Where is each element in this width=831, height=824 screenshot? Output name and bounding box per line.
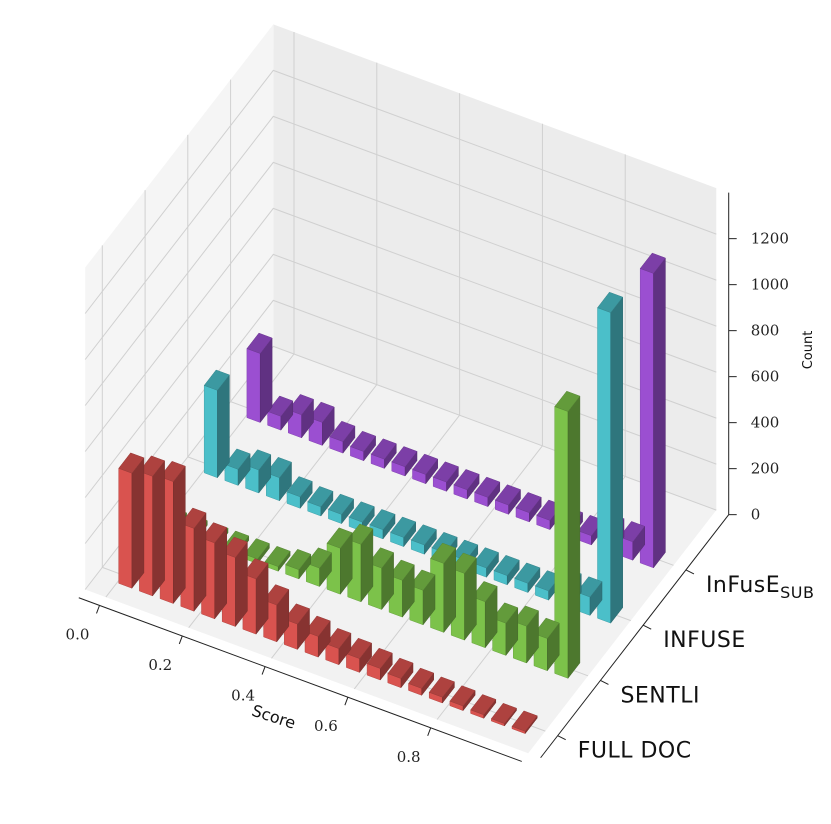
- bar-sentli-15: [471, 581, 498, 649]
- z-tick-label: 400: [751, 414, 780, 432]
- bar-full-doc-17: [470, 694, 497, 720]
- series-tick-mark: [600, 679, 609, 685]
- bar-infuse-sub-19: [639, 252, 666, 569]
- z-tick-label: 1000: [751, 276, 789, 294]
- bar-full-doc-16: [449, 685, 476, 712]
- x-tick-mark: [96, 605, 100, 614]
- bar-infuse-9: [390, 516, 417, 548]
- bar-full-doc-14: [408, 667, 435, 697]
- x-tick-label: 0.6: [314, 717, 338, 735]
- bar-infuse-13: [472, 547, 499, 578]
- bar-infuse-sub-10: [453, 469, 480, 500]
- z-gridline: [84, 161, 717, 406]
- bar-sentli-12: [409, 569, 436, 626]
- bar-infuse-3: [265, 457, 292, 502]
- x-tick-mark: [261, 666, 266, 675]
- z-tick-label: 0: [751, 506, 761, 524]
- x-axis-line: [78, 597, 522, 762]
- x-tick-label: 0.4: [231, 687, 255, 705]
- bar-sentli-7: [305, 547, 332, 588]
- bars-group: [118, 252, 666, 735]
- bar-infuse-sub-12: [494, 484, 521, 516]
- bar-full-doc-18: [490, 703, 517, 727]
- z-tick-label: 200: [751, 460, 780, 478]
- bar-infuse-7: [348, 501, 375, 533]
- bar-infuse-sub-7: [391, 446, 418, 477]
- bar-full-doc-13: [387, 657, 414, 689]
- series-tick-label: INFUSE: [663, 628, 746, 653]
- bar-full-doc-19: [511, 710, 538, 735]
- bar-infuse-sub-11: [474, 476, 501, 508]
- series-axis-line: [540, 514, 730, 759]
- x-tick-label: 0.2: [148, 656, 172, 674]
- bar-infuse-sub-8: [412, 453, 439, 485]
- x-tick-label: 0.8: [397, 748, 421, 766]
- z-gridline: [84, 207, 717, 452]
- series-tick-mark: [642, 624, 652, 630]
- bar-infuse-sub-5: [349, 430, 377, 462]
- bar-infuse-sub-3: [308, 401, 335, 447]
- bar-infuse-sub-0: [246, 332, 273, 424]
- series-tick-label: SENTLI: [620, 683, 700, 708]
- bar-infuse-15: [514, 562, 541, 594]
- bar-sentli-11: [388, 559, 415, 618]
- bar-infuse-sub-6: [370, 438, 397, 470]
- bar-infuse-sub-13: [515, 492, 542, 523]
- bar-infuse-0: [203, 369, 230, 479]
- series-tick-mark: [557, 735, 566, 741]
- bar-infuse-10: [410, 524, 437, 555]
- bar-infuse-5: [307, 486, 334, 517]
- bar-infuse-19: [597, 291, 624, 624]
- x-axis-label: Score: [249, 701, 297, 733]
- bar-infuse-sub-4: [329, 420, 356, 454]
- bar-full-doc-0: [118, 452, 145, 589]
- z-axis-label: Count: [801, 331, 816, 370]
- bar-full-doc-11: [345, 637, 373, 674]
- bar-infuse-2: [245, 449, 272, 494]
- bar-full-doc-10: [325, 628, 352, 666]
- z-gridline: [84, 253, 717, 498]
- x-tick-mark: [427, 727, 432, 736]
- x-tick-mark: [178, 635, 183, 645]
- bar-sentli-6: [285, 549, 312, 580]
- bar-full-doc-15: [428, 676, 455, 704]
- bar-infuse-sub-2: [287, 394, 314, 439]
- bar-sentli-19: [554, 390, 581, 680]
- bar-full-doc-12: [366, 647, 393, 681]
- x-tick-mark: [344, 697, 349, 706]
- z-tick-label: 1200: [751, 230, 789, 248]
- bar-infuse-4: [286, 476, 313, 510]
- bar-sentli-18: [533, 617, 560, 672]
- bar-infuse-1: [224, 448, 251, 487]
- bar-full-doc-8: [283, 603, 310, 651]
- z-tick-label: 600: [751, 368, 780, 386]
- series-tick-mark: [685, 569, 695, 575]
- axes-labels: Score Count 0.0 0.2 0.4 0.6 0.8 0 200 400 600 800…: [66, 230, 816, 766]
- axes-lines: [78, 192, 737, 762]
- bar-full-doc-9: [304, 615, 331, 658]
- series-tick-label: InFusESUB: [706, 573, 815, 602]
- bar-infuse-sub-9: [432, 461, 459, 493]
- bar-infuse-14: [493, 555, 520, 586]
- x-tick-label: 0.0: [66, 625, 90, 643]
- left-pane: [85, 24, 274, 590]
- bar-infuse-sub-1: [267, 395, 294, 431]
- series-tick-label: FULL DOC: [578, 739, 692, 764]
- bar-infuse-6: [327, 493, 355, 525]
- z-gridline: [84, 115, 717, 360]
- z-tick-label: 800: [751, 322, 780, 340]
- z-gridline: [84, 69, 717, 314]
